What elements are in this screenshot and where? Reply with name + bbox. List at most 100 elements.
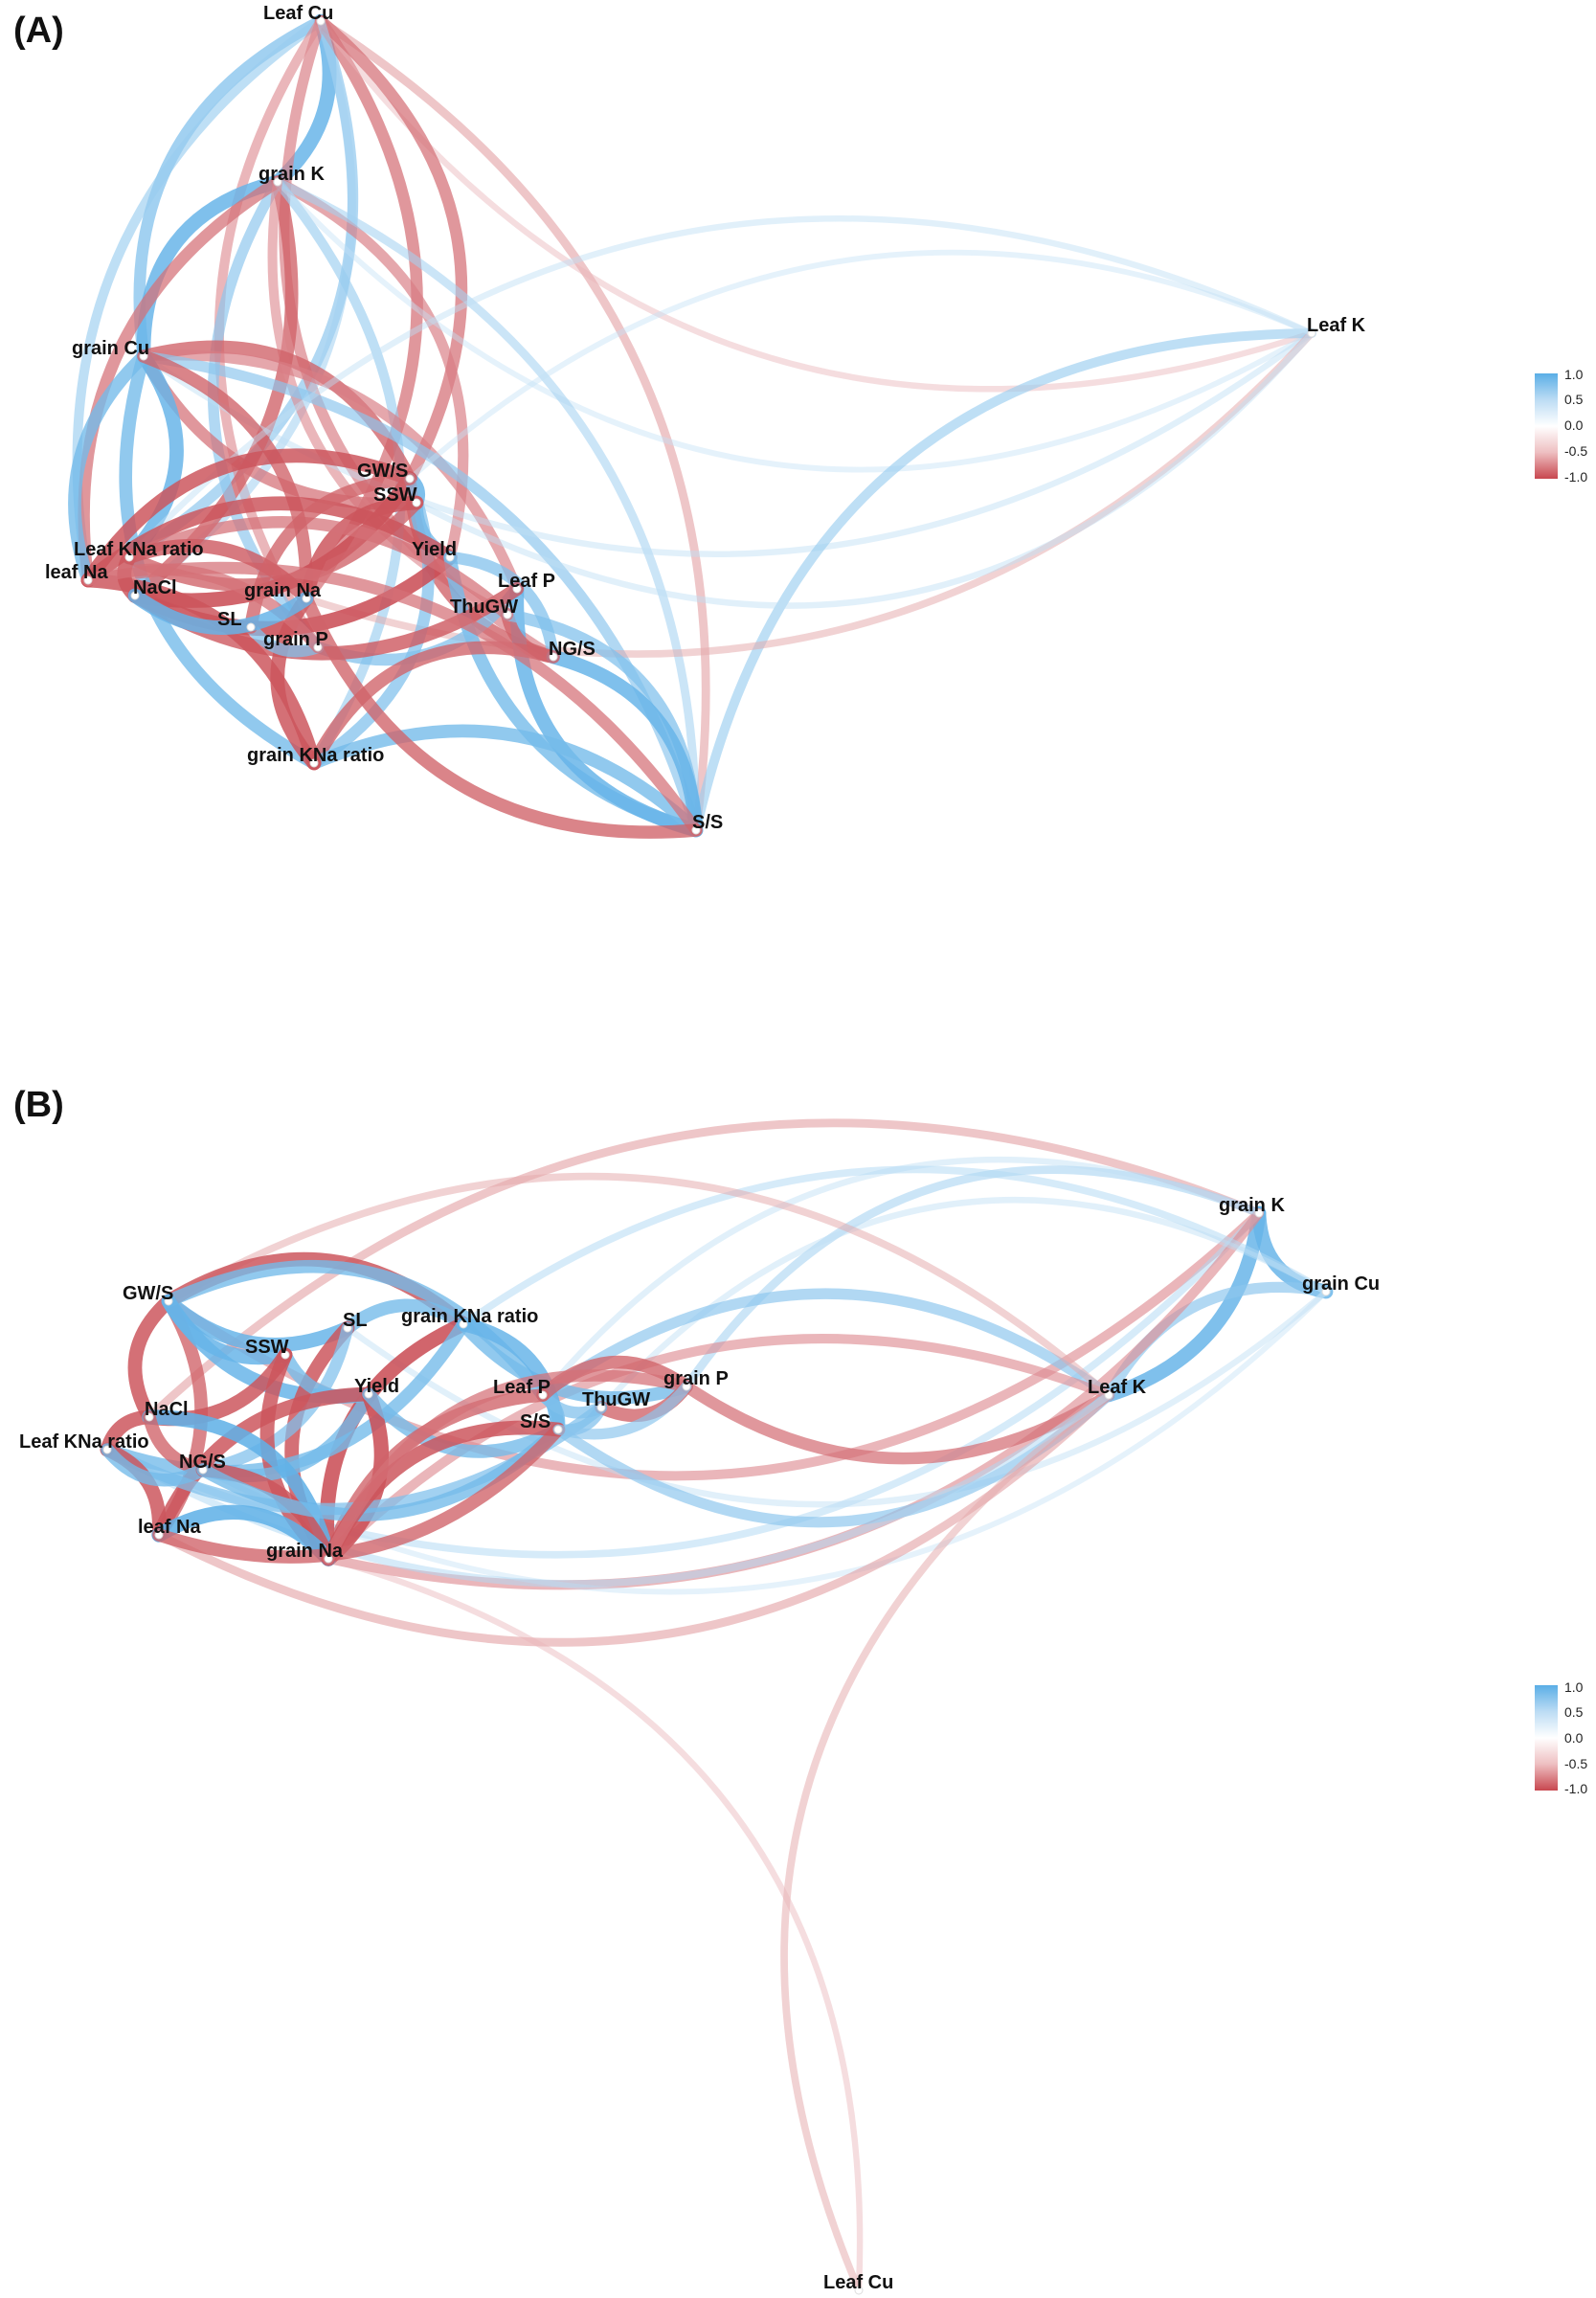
node-label-leaf_na: leaf Na xyxy=(138,1517,201,1538)
edge-sl-ngs xyxy=(196,1321,354,1476)
node-label-grain_p: grain P xyxy=(663,1368,729,1389)
panel-a-label: (A) xyxy=(13,11,64,51)
edge-grain_cu-leaf_na xyxy=(68,349,150,587)
node-nacl xyxy=(145,1412,154,1422)
node-label-ngs: NG/S xyxy=(179,1452,226,1473)
panel-b: (B) grain K grain Cu GW/S SL grain KNa ratio… xyxy=(13,1085,1587,2295)
node-label-yield: Yield xyxy=(354,1376,399,1397)
legend-tick: 1.0 xyxy=(1564,1679,1584,1695)
edge-yield-ss xyxy=(362,1387,565,1458)
edge-grain_p-ss xyxy=(552,1381,692,1440)
node-leaf_kna xyxy=(102,1445,112,1454)
node-label-grain_p: grain P xyxy=(263,629,328,650)
node-sl xyxy=(246,622,256,632)
edge-leaf_kna-ngs xyxy=(101,1443,210,1487)
panel-b-nodes: grain K grain Cu GW/S SL grain KNa ratio SSW L… xyxy=(19,1195,1380,2295)
edge-leaf_k-ssw xyxy=(413,329,1315,609)
edge-grain_na-nacl xyxy=(127,588,314,635)
edge-leaf_k-gws xyxy=(407,249,1315,482)
edge-leaf_k-leaf_kna xyxy=(125,215,1315,561)
panel-b-edges xyxy=(100,1118,1334,2294)
node-grain_k xyxy=(1254,1208,1264,1218)
node-label-ssw: SSW xyxy=(245,1337,289,1358)
node-label-ss: S/S xyxy=(520,1411,551,1432)
node-label-nacl: NaCl xyxy=(133,577,177,598)
edge-grain_k-leaf_k xyxy=(275,179,1315,473)
node-label-ssw: SSW xyxy=(373,484,417,506)
node-ss xyxy=(691,825,701,835)
node-label-gws: GW/S xyxy=(123,1283,173,1304)
legend-tick: 1.0 xyxy=(1564,367,1584,382)
node-thugw xyxy=(596,1403,606,1412)
node-label-leaf_kna: Leaf KNa ratio xyxy=(74,539,204,560)
legend-tick: -0.5 xyxy=(1564,1756,1587,1771)
edge-leaf_cu-leaf_k xyxy=(317,17,1315,393)
node-leaf_p xyxy=(538,1390,548,1400)
node-label-grain_na: grain Na xyxy=(266,1541,344,1562)
edge-sl-grain_kna xyxy=(341,1298,470,1335)
edge-leaf_na-ss xyxy=(152,1423,565,1564)
edge-thugw-leaf_kna xyxy=(123,516,514,621)
node-ngs xyxy=(198,1465,208,1475)
legend-color-bar xyxy=(1535,373,1558,479)
edge-grain_k-nacl xyxy=(145,1118,1264,1422)
node-grain_na xyxy=(324,1554,333,1564)
node-grain_cu xyxy=(139,351,148,361)
edge-grain_k-ss xyxy=(273,177,701,835)
edge-grain_kna-ss xyxy=(307,724,703,837)
edge-leaf_k-leaf_cu xyxy=(780,1391,1113,2294)
edge-ngs-grain_na xyxy=(195,1462,336,1566)
node-thugw xyxy=(503,610,512,620)
node-label-grain_k: grain K xyxy=(259,164,325,185)
edge-grain_cu-sl xyxy=(344,1288,1330,1508)
node-grain_k xyxy=(273,177,282,187)
panel-a-legend: 1.0 0.5 0.0 -0.5 -1.0 xyxy=(1535,367,1587,484)
node-label-leaf_p: Leaf P xyxy=(498,571,555,592)
node-grain_cu xyxy=(1321,1287,1331,1296)
legend-tick: 0.5 xyxy=(1564,392,1584,407)
node-label-leaf_p: Leaf P xyxy=(493,1377,551,1398)
node-leaf_na xyxy=(83,575,93,585)
legend-tick: -1.0 xyxy=(1564,1781,1587,1796)
legend-color-bar xyxy=(1535,1685,1558,1791)
node-grain_na xyxy=(302,594,311,603)
edge-grain_cu-grain_na xyxy=(137,349,313,605)
node-leaf_k xyxy=(1307,328,1316,338)
edge-leaf_k-gws xyxy=(165,1172,1113,1399)
node-label-grain_kna: grain KNa ratio xyxy=(247,745,384,766)
node-label-leaf_na: leaf Na xyxy=(45,562,108,583)
node-label-thugw: ThuGW xyxy=(450,597,518,618)
edge-ss-grain_na xyxy=(300,592,703,839)
edge-leaf_k-leaf_p xyxy=(537,1288,1114,1401)
node-label-grain_kna: grain KNa ratio xyxy=(401,1306,538,1327)
node-label-grain_cu: grain Cu xyxy=(1302,1273,1380,1295)
node-leaf_p xyxy=(512,584,522,594)
edge-sl-grain_p xyxy=(244,620,325,658)
panel-b-legend: 1.0 0.5 0.0 -0.5 -1.0 xyxy=(1535,1679,1587,1796)
node-label-leaf_k: Leaf K xyxy=(1088,1377,1147,1398)
node-label-leaf_k: Leaf K xyxy=(1307,315,1366,336)
legend-tick: -1.0 xyxy=(1564,469,1587,484)
node-ssw xyxy=(281,1350,290,1360)
legend-tick: 0.0 xyxy=(1564,1730,1584,1746)
edge-gws-leaf_p xyxy=(162,1260,550,1402)
node-label-nacl: NaCl xyxy=(145,1399,189,1420)
node-gws xyxy=(405,474,415,484)
edge-leaf_na-grain_na xyxy=(151,1504,336,1566)
node-label-leaf_kna: Leaf KNa ratio xyxy=(19,1431,149,1453)
node-ssw xyxy=(412,498,421,507)
edge-grain_k-leaf_k xyxy=(1101,1205,1267,1403)
node-gws xyxy=(164,1296,173,1306)
edge-gws-sl xyxy=(161,1294,355,1352)
node-label-grain_cu: grain Cu xyxy=(72,338,149,359)
node-label-thugw: ThuGW xyxy=(582,1389,650,1410)
edge-leaf_cu-gws xyxy=(314,14,468,485)
node-label-gws: GW/S xyxy=(357,461,408,482)
node-label-grain_k: grain K xyxy=(1219,1195,1285,1216)
edge-grain_cu-gws xyxy=(137,340,416,485)
edge-grain_p-leaf_na xyxy=(81,563,325,654)
edge-leaf_cu-ss xyxy=(316,16,710,835)
node-leaf_na xyxy=(154,1530,164,1540)
